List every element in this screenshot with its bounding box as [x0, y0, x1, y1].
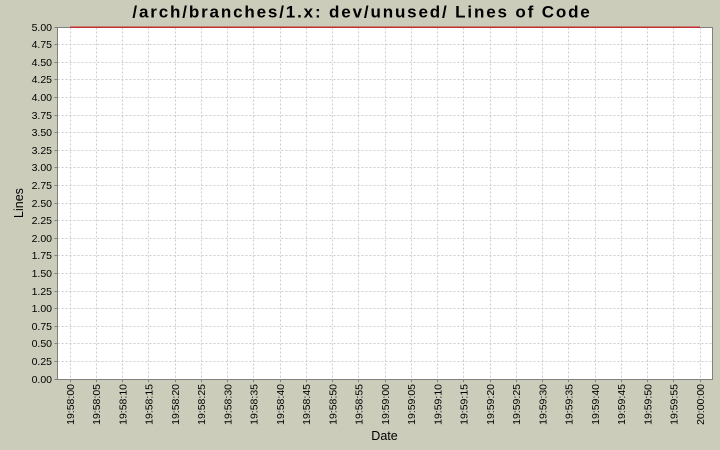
svg-text:/arch/branches/1.x: dev/unused: /arch/branches/1.x: dev/unused/ Lines of… [132, 3, 591, 22]
svg-text:19:58:35: 19:58:35 [249, 384, 261, 425]
svg-text:19:58:40: 19:58:40 [275, 384, 287, 425]
svg-text:1.50: 1.50 [32, 268, 53, 280]
svg-text:Date: Date [371, 429, 397, 443]
svg-text:1.00: 1.00 [32, 303, 53, 315]
svg-text:19:58:20: 19:58:20 [170, 384, 182, 425]
svg-text:5.00: 5.00 [32, 22, 53, 34]
svg-text:4.25: 4.25 [32, 74, 53, 86]
svg-text:19:59:55: 19:59:55 [669, 384, 681, 425]
svg-text:19:58:10: 19:58:10 [117, 384, 129, 425]
svg-text:2.00: 2.00 [32, 233, 53, 245]
svg-text:2.25: 2.25 [32, 215, 53, 227]
svg-text:19:59:50: 19:59:50 [642, 384, 654, 425]
svg-text:4.50: 4.50 [32, 57, 53, 69]
svg-text:19:59:40: 19:59:40 [590, 384, 602, 425]
svg-text:19:58:55: 19:58:55 [354, 384, 366, 425]
svg-text:3.50: 3.50 [32, 127, 53, 139]
svg-text:4.00: 4.00 [32, 92, 53, 104]
svg-text:19:59:00: 19:59:00 [380, 384, 392, 425]
svg-text:3.75: 3.75 [32, 110, 53, 122]
svg-text:19:59:10: 19:59:10 [432, 384, 444, 425]
svg-text:2.75: 2.75 [32, 180, 53, 192]
svg-text:0.75: 0.75 [32, 321, 53, 333]
svg-text:19:58:30: 19:58:30 [222, 384, 234, 425]
svg-text:3.00: 3.00 [32, 162, 53, 174]
svg-text:19:59:15: 19:59:15 [459, 384, 471, 425]
svg-text:4.75: 4.75 [32, 39, 53, 51]
svg-text:1.75: 1.75 [32, 250, 53, 262]
svg-text:0.25: 0.25 [32, 356, 53, 368]
svg-text:19:58:50: 19:58:50 [327, 384, 339, 425]
svg-text:Lines: Lines [12, 188, 26, 218]
svg-text:19:58:05: 19:58:05 [91, 384, 103, 425]
svg-text:19:58:45: 19:58:45 [301, 384, 313, 425]
svg-text:19:59:25: 19:59:25 [511, 384, 523, 425]
svg-text:19:58:25: 19:58:25 [196, 384, 208, 425]
svg-text:19:59:45: 19:59:45 [616, 384, 628, 425]
svg-text:19:59:30: 19:59:30 [537, 384, 549, 425]
svg-text:19:59:20: 19:59:20 [485, 384, 497, 425]
svg-text:0.50: 0.50 [32, 338, 53, 350]
svg-text:19:58:15: 19:58:15 [144, 384, 156, 425]
svg-text:19:59:35: 19:59:35 [564, 384, 576, 425]
svg-text:19:58:00: 19:58:00 [65, 384, 77, 425]
svg-text:19:59:05: 19:59:05 [406, 384, 418, 425]
svg-text:3.25: 3.25 [32, 145, 53, 157]
svg-text:20:00:00: 20:00:00 [695, 384, 707, 425]
svg-text:1.25: 1.25 [32, 286, 53, 298]
svg-text:2.50: 2.50 [32, 198, 53, 210]
svg-text:0.00: 0.00 [32, 374, 53, 386]
